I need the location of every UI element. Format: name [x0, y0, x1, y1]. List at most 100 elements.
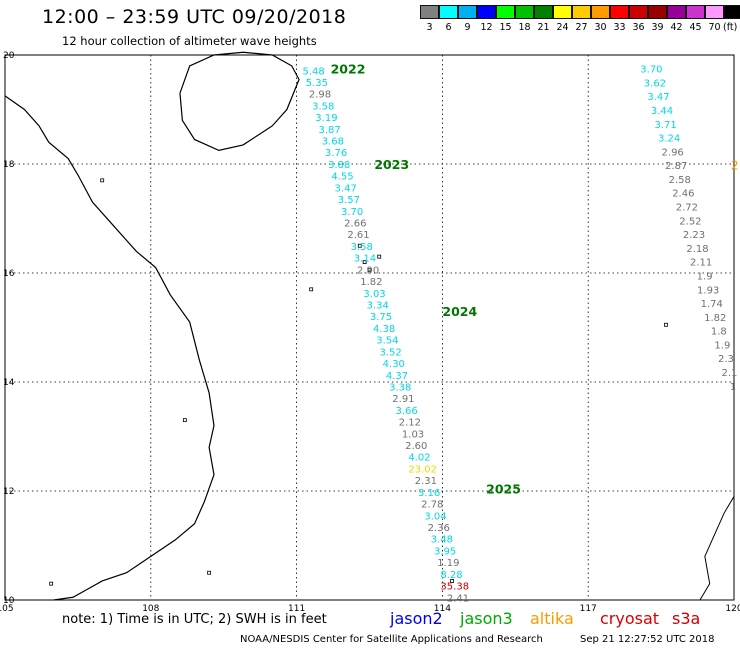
edge-marker-label: 2	[731, 159, 739, 173]
lon-tick-label: 105	[0, 604, 14, 614]
swh-value-track-b: 1.74	[701, 299, 723, 310]
swh-value-track-a: 3.57	[338, 195, 360, 206]
swh-value-track-b: 2.18	[686, 244, 708, 255]
swh-value-track-a: 2.31	[415, 476, 437, 487]
lat-tick-label: 12	[3, 487, 14, 497]
scale-label: 3	[426, 22, 433, 33]
swh-value-track-a: 4.55	[331, 172, 353, 183]
swh-value-track-b: 1	[730, 382, 736, 393]
scale-label: 21	[537, 22, 550, 33]
swh-value-track-b: 2.87	[665, 161, 687, 172]
island	[49, 581, 54, 586]
swh-value-track-a: 3.47	[335, 183, 357, 194]
island	[182, 418, 187, 423]
coastline-hainan	[179, 51, 300, 152]
swh-value-track-b: 2.3	[718, 354, 734, 365]
swh-value-track-a: 5.35	[306, 78, 328, 89]
swh-value-track-a: 35.38	[440, 582, 469, 593]
lat-tick-label: 16	[3, 269, 15, 279]
footer-timestamp: Sep 21 12:27:52 UTC 2018	[580, 634, 715, 645]
mission-label-altika: altika	[530, 609, 574, 628]
swh-value-track-b: 1.9	[714, 340, 730, 351]
scale-label: 6	[445, 22, 452, 33]
swh-value-track-a: 3.66	[395, 406, 417, 417]
swh-value-track-a: 3.95	[434, 546, 456, 557]
swh-value-track-b: 3.24	[658, 134, 680, 145]
swh-value-track-a: 4.37	[386, 371, 408, 382]
swh-value-track-b: 2.58	[669, 175, 691, 186]
swh-value-track-a: 2.66	[344, 219, 366, 230]
scale-swatch	[458, 5, 477, 19]
swh-value-track-b: 1.8	[711, 327, 727, 338]
swh-value-track-a: 3.19	[315, 113, 337, 124]
lat-tick-label: 18	[3, 160, 15, 170]
swh-value-track-b: 2.52	[679, 216, 701, 227]
mission-label-jason3: jason3	[460, 609, 513, 628]
coastline-philippines	[699, 496, 735, 601]
swh-value-track-a: 3.58	[351, 242, 373, 253]
scale-swatch	[591, 5, 610, 19]
scale-label: 18	[518, 22, 531, 33]
swh-value-track-a: 3.54	[376, 336, 398, 347]
mission-label-s3a: s3a	[672, 609, 701, 628]
swh-value-track-a: 2.98	[309, 90, 331, 101]
lat-tick-label: 20	[3, 51, 15, 61]
swh-value-track-a: 3.14	[354, 254, 376, 265]
page-subtitle: 12 hour collection of altimeter wave hei…	[62, 34, 317, 48]
lon-tick-label: 111	[288, 604, 305, 614]
scale-swatch	[667, 5, 686, 19]
swh-value-track-b: 2.46	[672, 189, 694, 200]
scale-label: 30	[594, 22, 607, 33]
swh-value-track-b: 2.1	[722, 368, 738, 379]
scale-label: 12	[480, 22, 493, 33]
coastline-vietnam	[4, 95, 215, 601]
swh-value-track-a: 1.82	[360, 277, 382, 288]
scale-label: 42	[670, 22, 683, 33]
swh-value-track-a: 3.76	[325, 148, 347, 159]
scale-label: 36	[632, 22, 645, 33]
swh-value-track-a: 2.91	[392, 394, 414, 405]
scale-swatch	[629, 5, 648, 19]
pass-id-label: 2022	[331, 62, 366, 77]
scale-swatch	[515, 5, 534, 19]
swh-value-track-a: 3.04	[424, 511, 446, 522]
swh-value-track-a: 3.68	[322, 137, 344, 148]
swh-value-track-b: 3.70	[640, 65, 662, 76]
swh-value-track-a: 3.88	[328, 160, 350, 171]
swh-value-track-b: 2.23	[683, 230, 705, 241]
scale-swatch	[610, 5, 629, 19]
scale-swatch	[534, 5, 553, 19]
swh-value-track-a: 3.52	[379, 347, 401, 358]
swh-value-track-a: 8.28	[440, 570, 462, 581]
scale-swatch	[496, 5, 515, 19]
island	[664, 322, 668, 327]
swh-value-track-a: 2.12	[399, 418, 421, 429]
swh-value-track-a: 2.90	[357, 265, 379, 276]
swh-value-track-a: 4.38	[373, 324, 395, 335]
swh-value-track-a: 1.03	[402, 429, 424, 440]
scale-swatch	[686, 5, 705, 19]
footnote: note: 1) Time is in UTC; 2) SWH is in fe…	[62, 612, 327, 627]
lon-tick-label: 120	[725, 604, 740, 614]
scale-label: 45	[689, 22, 702, 33]
swh-value-track-a: 3.58	[312, 101, 334, 112]
swh-value-track-b: 2.96	[662, 147, 684, 158]
swh-value-track-a: 3.75	[370, 312, 392, 323]
pass-id-label: 2025	[486, 481, 521, 496]
island	[309, 287, 314, 292]
swh-value-track-a: 2.61	[347, 230, 369, 241]
swh-value-track-a: 4.02	[408, 453, 430, 464]
mission-label-jason2: jason2	[390, 609, 443, 628]
swh-value-track-a: 3.48	[431, 535, 453, 546]
swh-value-track-b: 2.72	[676, 203, 698, 214]
scale-swatch	[420, 5, 439, 19]
scale-label: 70	[708, 22, 721, 33]
scale-swatch	[572, 5, 591, 19]
scale-label: 9	[464, 22, 471, 33]
lat-tick-label: 10	[3, 596, 15, 606]
scale-swatch	[477, 5, 496, 19]
island	[362, 260, 367, 265]
island	[367, 268, 372, 273]
scale-swatch	[553, 5, 572, 19]
